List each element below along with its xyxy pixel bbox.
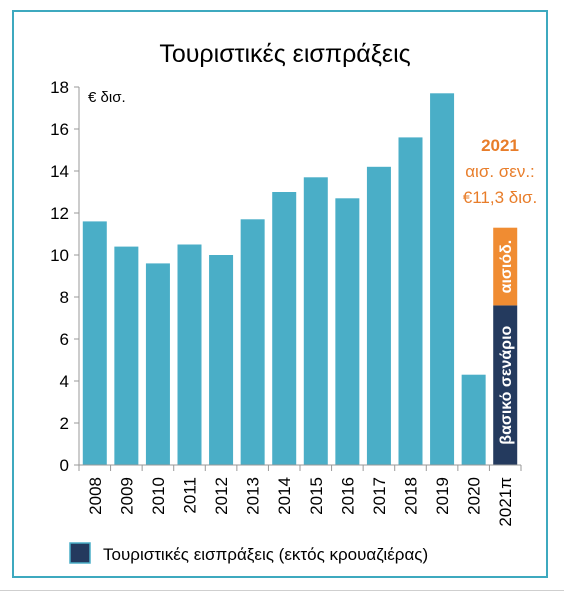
bar-2021-optimistic	[493, 227, 518, 306]
unit-label: € δισ.	[88, 89, 126, 106]
x-tick-label: 2018	[402, 477, 421, 515]
y-tick-label: 10	[50, 246, 69, 265]
annotation-year: 2021	[481, 136, 519, 155]
y-tick-label: 18	[50, 78, 69, 97]
x-tick-label: 2017	[370, 477, 389, 515]
x-tick-label: 2008	[86, 477, 105, 515]
x-tick-label: 2014	[275, 477, 294, 515]
bar	[461, 374, 486, 465]
baseline-label: βασικό σενάριο	[498, 325, 515, 444]
bar	[82, 221, 107, 465]
chart-title: Τουριστικές εισπράξεις	[159, 40, 410, 68]
y-tick-label: 12	[50, 204, 69, 223]
bars-group: βασικό σενάριο αισιόδ.	[82, 93, 518, 466]
x-tick-label: 2011	[181, 477, 200, 514]
annotation-value: €11,3 δισ.	[463, 188, 537, 207]
bar	[114, 246, 139, 465]
y-tick-label: 14	[50, 162, 69, 181]
bar	[240, 219, 265, 465]
bar-2021-baseline	[493, 305, 518, 465]
bar	[177, 244, 202, 465]
y-tick-label: 8	[60, 288, 69, 307]
x-tick-label: 2021π	[496, 477, 515, 527]
bar	[272, 192, 297, 465]
optimistic-label: αισιόδ.	[498, 240, 515, 294]
bar	[303, 177, 328, 466]
bar	[398, 137, 423, 465]
x-tick-label: 2020	[465, 477, 484, 515]
x-axis: 2008 2009 2010 2011 2012 2013 2014 2015 2016 2017…	[78, 464, 522, 527]
separator-line	[0, 590, 564, 591]
y-axis: 0 2 4 6 8 10 12 14 16 18	[50, 78, 80, 475]
legend-label: Τουριστικές εισπράξεις (εκτός κρουαζιέρα…	[103, 545, 428, 564]
x-tick-label: 2015	[307, 477, 326, 515]
x-tick-label: 2010	[149, 477, 168, 515]
y-tick-label: 4	[60, 372, 69, 391]
y-tick-label: 2	[60, 414, 69, 433]
x-tick-label: 2016	[338, 477, 357, 515]
y-tick-label: 0	[60, 456, 69, 475]
x-tick-label: 2009	[117, 477, 136, 515]
annotation-scenario: αισ. σεν.:	[465, 162, 535, 181]
legend-swatch	[69, 542, 91, 564]
x-tick-label: 2019	[433, 477, 452, 515]
bar	[335, 198, 360, 466]
bar	[209, 255, 234, 465]
bar	[366, 166, 391, 466]
x-tick-label: 2013	[244, 477, 263, 515]
bar	[145, 263, 170, 465]
x-tick-label: 2012	[212, 477, 231, 515]
y-tick-label: 16	[50, 120, 69, 139]
bar	[430, 93, 455, 466]
y-tick-label: 6	[60, 330, 69, 349]
